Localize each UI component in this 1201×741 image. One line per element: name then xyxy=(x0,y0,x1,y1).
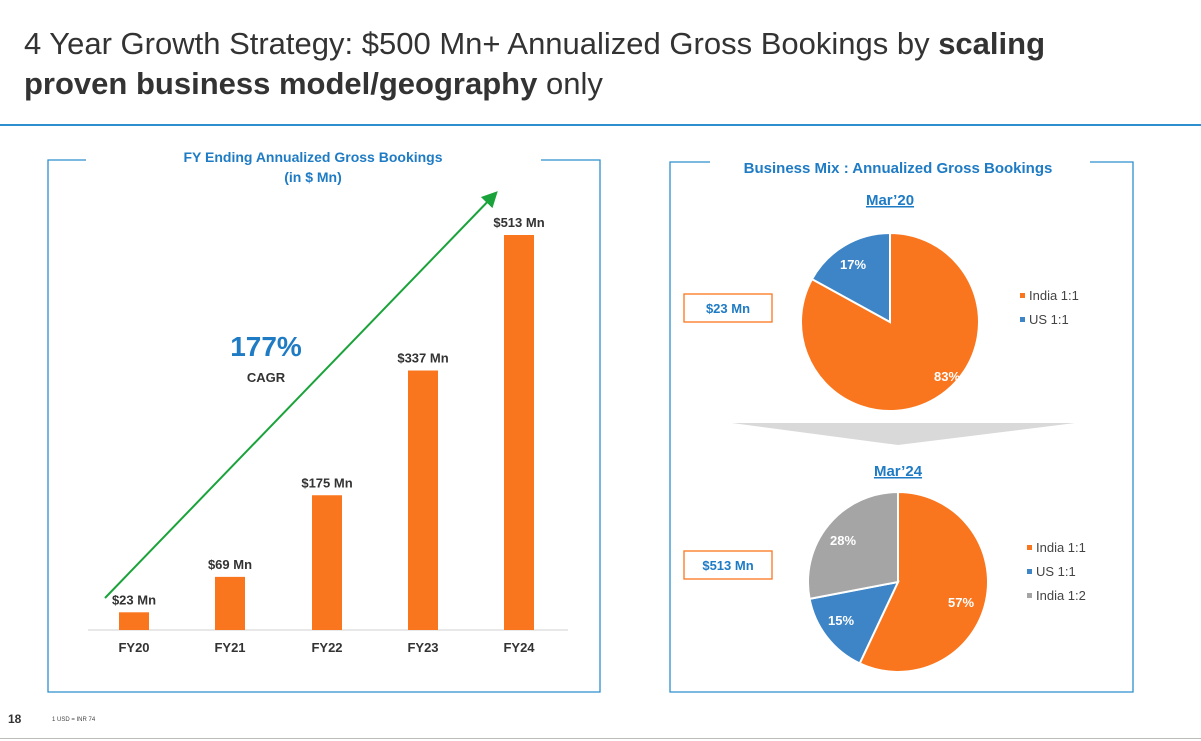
data-label: $513 Mn xyxy=(493,215,544,230)
bar-fy20 xyxy=(119,612,149,630)
slice-label: 28% xyxy=(830,533,856,548)
chart-title: FY Ending Annualized Gross Bookings xyxy=(183,149,442,165)
legend-label: India 1:1 xyxy=(1029,288,1079,303)
pie-slice-india-1-2 xyxy=(807,490,899,601)
title-bold: proven business model/geography xyxy=(24,66,538,101)
data-label: $175 Mn xyxy=(301,475,352,490)
cagr-label: CAGR xyxy=(247,370,286,385)
slice-label: 57% xyxy=(948,595,974,610)
chart-subtitle: (in $ Mn) xyxy=(284,169,342,185)
data-label: $23 Mn xyxy=(112,592,156,607)
growth-arrow xyxy=(104,191,498,599)
legend-label: India 1:2 xyxy=(1036,588,1086,603)
legend-label: US 1:1 xyxy=(1036,564,1076,579)
legend-swatch xyxy=(1020,317,1025,322)
bar-fy21 xyxy=(215,576,245,630)
total-box xyxy=(683,293,773,323)
total-value: $23 Mn xyxy=(706,301,750,316)
header-divider xyxy=(0,124,1201,126)
x-tick-label: FY20 xyxy=(118,640,149,655)
pie-title: Mar’24 xyxy=(874,463,923,480)
panel-title: Business Mix : Annualized Gross Bookings xyxy=(744,160,1053,177)
slice-label: 83% xyxy=(934,369,960,384)
legend-label: India 1:1 xyxy=(1036,540,1086,555)
pie-slice-india-1-1 xyxy=(858,490,990,673)
title-text: 4 Year Growth Strategy: $500 Mn+ Annuali… xyxy=(24,26,939,61)
cagr-value: 177% xyxy=(230,331,302,362)
slice-label: 17% xyxy=(840,257,866,272)
page-number: 18 xyxy=(8,712,22,726)
footnote: 1 USD = INR 74 xyxy=(52,717,96,723)
slice-label: 15% xyxy=(828,613,854,628)
pie-slice-us-1-1 xyxy=(808,580,900,665)
legend-label: US 1:1 xyxy=(1029,312,1069,327)
bar-fy23 xyxy=(408,370,438,630)
data-label: $337 Mn xyxy=(397,351,448,366)
x-tick-label: FY21 xyxy=(214,640,245,655)
total-box xyxy=(683,550,773,580)
transition-arrow xyxy=(732,423,1075,445)
panel-frame xyxy=(669,161,1134,693)
pie-title: Mar’20 xyxy=(866,192,914,209)
x-tick-label: FY23 xyxy=(407,640,438,655)
bar-fy24 xyxy=(504,235,534,630)
page-title: 4 Year Growth Strategy: $500 Mn+ Annuali… xyxy=(24,24,1045,104)
legend-swatch xyxy=(1020,293,1025,298)
title-bold: scaling xyxy=(938,26,1046,61)
footer-divider xyxy=(0,738,1201,739)
x-tick-label: FY24 xyxy=(503,640,535,655)
legend-swatch xyxy=(1027,593,1032,598)
panel-frame xyxy=(47,159,601,693)
legend-swatch xyxy=(1027,569,1032,574)
title-text: only xyxy=(537,66,603,101)
bar-fy22 xyxy=(312,495,342,630)
total-value: $513 Mn xyxy=(702,558,753,573)
x-tick-label: FY22 xyxy=(311,640,342,655)
data-label: $69 Mn xyxy=(208,557,252,572)
pie-slice-us-1-1 xyxy=(810,231,891,324)
legend-swatch xyxy=(1027,545,1032,550)
